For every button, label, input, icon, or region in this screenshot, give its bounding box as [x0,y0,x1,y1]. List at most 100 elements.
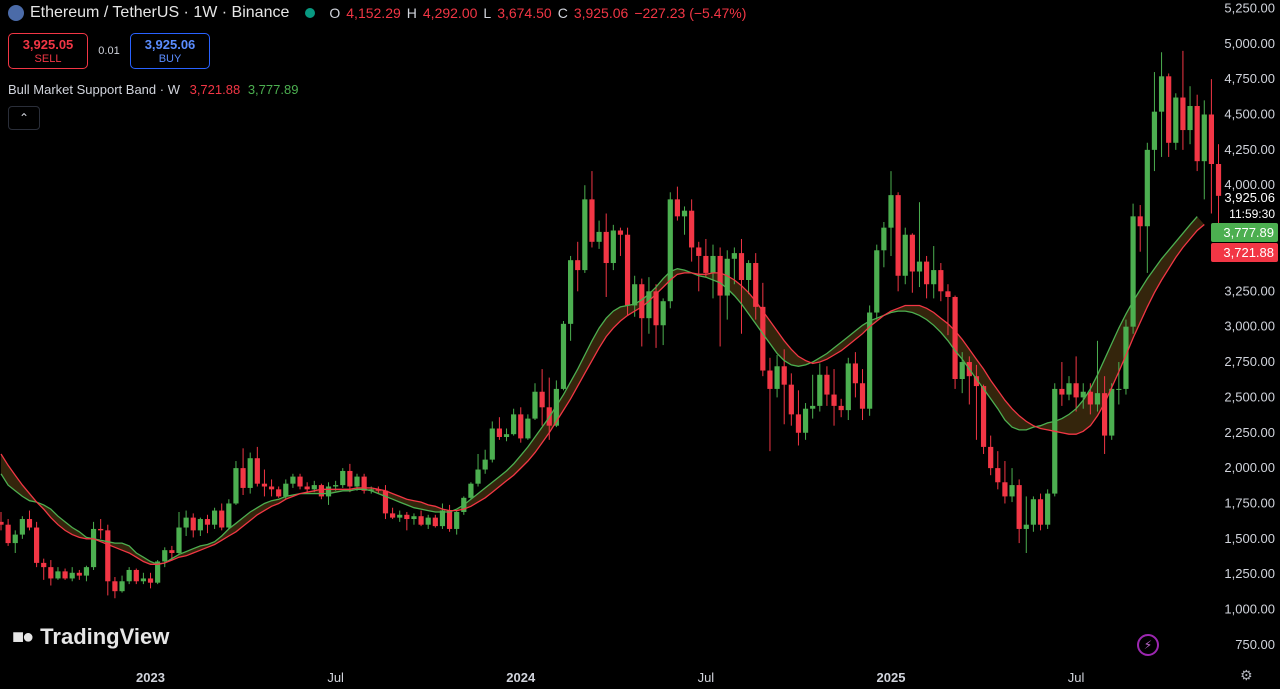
candle [575,241,581,292]
candle-body [696,247,702,256]
candle [475,453,481,487]
candle-body [183,517,189,528]
candle [1130,203,1136,334]
candle-body [347,470,353,487]
candle-body [646,291,652,319]
red-value-label: 3,721.88 [1223,245,1274,260]
candle-body [69,572,75,579]
candle [639,278,645,347]
candle-body [1016,485,1022,529]
candle [226,499,232,529]
band-fill-area [1,216,1205,565]
candle-body [575,260,581,271]
candle-body [375,489,381,491]
candle-body [468,483,474,498]
symbol-legend: Ethereum / TetherUS · 1W · Binance O 4,15… [8,4,746,22]
y-tick-label: 4,000.00 [1224,177,1275,192]
candle [425,514,431,529]
candle-body [824,374,830,395]
candle-body [916,261,923,272]
support-band-fill [1,216,1205,565]
gear-icon[interactable]: ⚙ [1240,667,1253,683]
candle [859,369,866,421]
candle-body [169,550,175,553]
lightning-icon[interactable]: ⚡ [1137,634,1159,656]
candle-body [1137,216,1143,227]
candle-body [610,230,616,264]
candle-body [1130,216,1136,327]
candle [432,514,438,528]
candle-body [1194,106,1200,162]
candle [909,233,915,293]
candle-body [5,524,11,544]
candle [525,414,531,440]
candle-body [489,428,495,460]
candle-body [176,527,182,553]
candle-body [717,255,723,296]
candle-body [938,270,944,292]
y-tick-label: 3,000.00 [1224,319,1275,334]
candle [1116,362,1122,405]
candle [1080,383,1086,409]
candle [446,504,453,532]
candle-body [311,485,317,490]
candle-body [724,258,730,296]
candle [902,227,908,285]
candle [973,364,980,440]
candle [681,206,688,235]
chevron-up-icon[interactable]: ⌃ [8,106,40,130]
candle [83,565,90,582]
candle [1045,489,1051,529]
candle-body [931,270,937,285]
candle-body [55,571,61,579]
candle [276,486,282,498]
candle-body [1037,499,1044,525]
candle-body [859,383,866,409]
y-tick-label: 5,000.00 [1224,36,1275,51]
candle-body [1073,383,1079,398]
candle-body [1002,482,1008,497]
candle [1109,383,1115,440]
candle [439,503,446,529]
candle-body [119,581,125,592]
buy-button[interactable]: 3,925.06 BUY [130,33,210,69]
candle-body [1173,97,1179,143]
candle [753,253,759,320]
candle-body [817,374,823,406]
candle [867,305,873,416]
candle-body [155,561,161,583]
candle-body [1180,97,1186,131]
candle [503,428,510,442]
candle-body [560,323,567,389]
candle [781,349,787,425]
candle [1023,496,1029,553]
candle [1180,50,1186,150]
candle [603,213,609,297]
candle [5,519,11,546]
candle [69,567,75,582]
symbol-title[interactable]: Ethereum / TetherUS · 1W · Binance [30,4,290,21]
sell-button[interactable]: 3,925.05 SELL [8,33,88,69]
candle-body [439,510,446,527]
time-axis[interactable]: 2023 Jul 2024 Jul 2025 Jul [136,670,1084,685]
candle [888,171,894,256]
candle [746,260,752,295]
y-tick-label: 1,250.00 [1224,566,1275,581]
candle [874,244,880,320]
tradingview-logo[interactable]: ■● TradingView [12,624,169,650]
candle [176,511,182,555]
price-axis[interactable]: 750.00 1,000.00 1,250.00 1,500.00 1,750.00 2,… [1224,0,1275,652]
candle-body [290,476,296,484]
indicator-legend[interactable]: Bull Market Support Band · W 3,721.88 3,… [8,82,298,97]
y-tick-label: 4,500.00 [1224,107,1275,122]
candle-body [1102,393,1108,436]
candle-body [568,260,574,324]
candle-body [98,528,104,531]
candle-body [1052,388,1058,494]
x-tick-label: Jul [698,670,715,685]
y-tick-label: 750.00 [1235,637,1275,652]
candle [119,575,125,593]
candle-body [746,263,752,280]
candle [731,247,737,285]
